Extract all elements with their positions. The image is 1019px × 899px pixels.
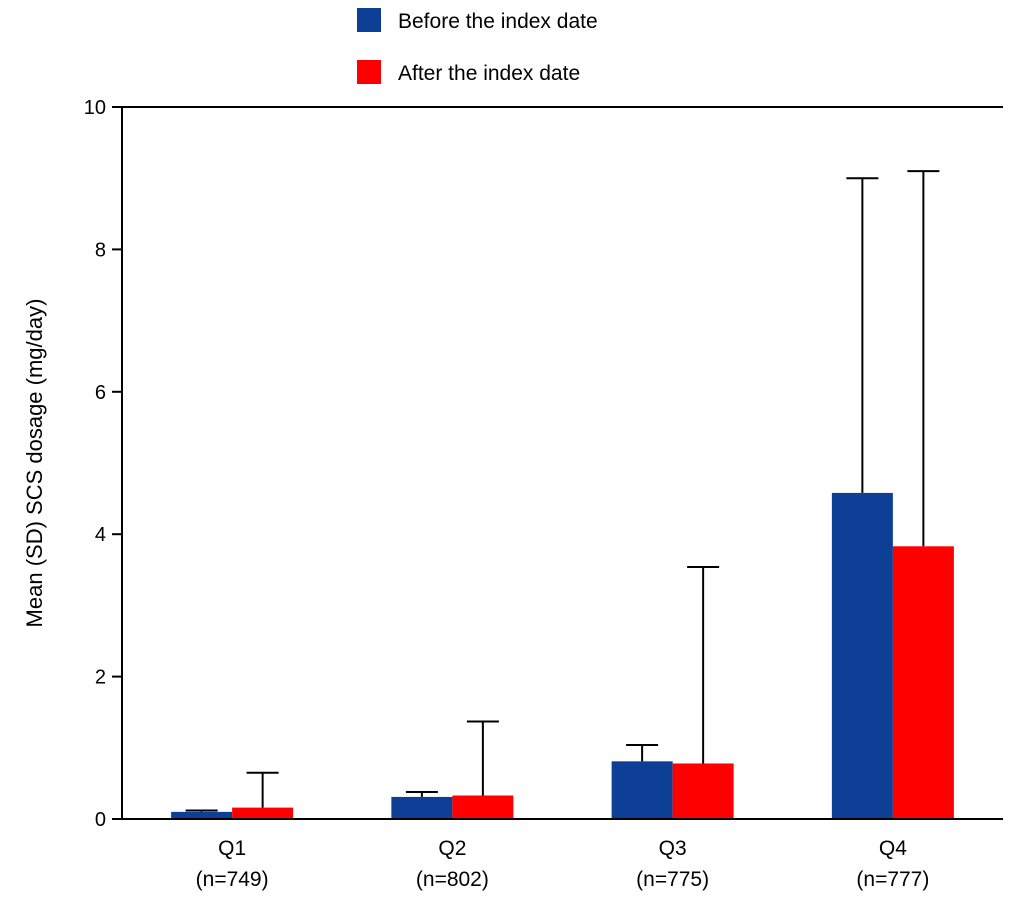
y-axis-label: Mean (SD) SCS dosage (mg/day)	[22, 299, 47, 628]
bar	[391, 796, 453, 819]
legend-label: Before the index date	[398, 10, 598, 33]
legend: Before the index date After the index dat…	[357, 8, 598, 85]
y-tick-label: 8	[95, 239, 106, 261]
bar	[611, 761, 673, 819]
legend-swatch	[357, 8, 381, 32]
bars	[171, 492, 954, 819]
x-ticks: Q1 (n=749) Q2 (n=802) Q3 (n=775) Q4 (n=777)	[196, 837, 930, 891]
x-tick-label: Q4	[879, 837, 907, 860]
y-tick-label: 10	[84, 97, 106, 119]
y-tick-label: 4	[95, 524, 106, 546]
bar	[452, 795, 514, 819]
legend-swatch	[357, 60, 381, 84]
bar	[232, 807, 294, 819]
x-tick-sublabel: (n=777)	[856, 868, 929, 891]
bar	[892, 546, 954, 819]
x-tick-label: Q3	[659, 837, 687, 860]
y-tick-label: 2	[95, 667, 106, 689]
y-tick-label: 0	[95, 809, 106, 831]
axes	[121, 106, 1003, 820]
legend-label: After the index date	[398, 62, 580, 85]
bar	[672, 763, 734, 819]
x-tick-sublabel: (n=749)	[196, 868, 269, 891]
x-tick-sublabel: (n=775)	[636, 868, 709, 891]
y-ticks: 0 2 4 6 8 10	[84, 97, 122, 831]
bar	[171, 811, 233, 819]
x-tick-label: Q1	[218, 837, 246, 860]
bar	[831, 492, 893, 819]
x-tick-sublabel: (n=802)	[416, 868, 489, 891]
error-bars	[185, 170, 940, 812]
x-tick-label: Q2	[438, 837, 466, 860]
y-tick-label: 6	[95, 382, 106, 404]
